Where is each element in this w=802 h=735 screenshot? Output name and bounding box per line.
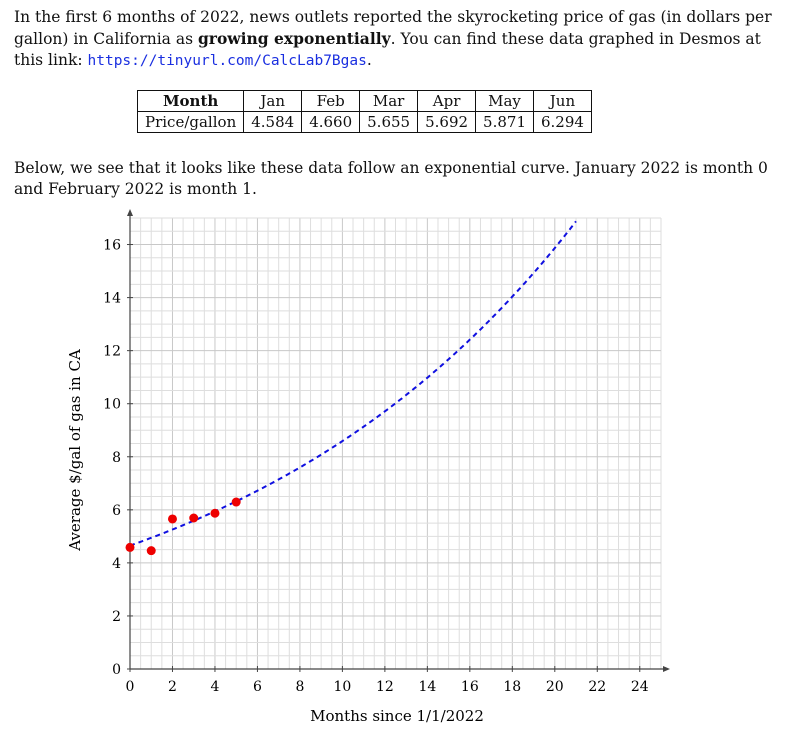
y-tick-label: 16	[103, 238, 121, 254]
gas-price-table: Month Jan Feb Mar Apr May Jun Price/gall…	[136, 90, 592, 133]
x-tick-label: 12	[376, 679, 394, 695]
x-tick-label: 2	[168, 679, 177, 695]
intro-text-2: . You can find these data graphed in Des…	[14, 30, 761, 69]
y-tick-label: 4	[112, 556, 121, 572]
x-tick-label: 18	[503, 679, 521, 695]
intro-paragraph: In the first 6 months of 2022, news outl…	[14, 7, 774, 72]
x-axis-label: Months since 1/1/2022	[310, 707, 484, 725]
data-point	[210, 508, 220, 518]
y-tick-label: 12	[103, 344, 121, 360]
chart-axes	[127, 209, 670, 672]
intro-bold-phrase: growing exponentially	[197, 29, 391, 48]
y-axis-arrow	[127, 209, 133, 216]
description-paragraph: Below, we see that it looks like these d…	[14, 159, 768, 198]
price-cell: 5.871	[475, 111, 534, 133]
y-tick-label: 8	[112, 450, 121, 466]
price-cell: 5.692	[417, 111, 477, 133]
y-tick-label: 0	[112, 662, 121, 678]
exponential-fit-curve	[129, 220, 577, 547]
data-points-group	[125, 497, 241, 556]
x-tick-label: 20	[546, 679, 564, 695]
x-tick-label: 16	[461, 679, 479, 695]
data-point	[146, 546, 156, 556]
price-row: Price/gallon 4.584 4.660 5.655 5.692 5.8…	[136, 111, 592, 133]
x-tick-label: 10	[333, 679, 351, 695]
desmos-link[interactable]: https://tinyurl.com/CalcLab7Bgas	[87, 53, 367, 69]
x-tick-label: 6	[253, 679, 262, 695]
chart-grid	[130, 217, 662, 669]
month-cell: Jan	[243, 90, 303, 112]
month-cell: May	[475, 90, 534, 112]
price-cell: 4.584	[243, 111, 303, 133]
price-cell: 6.294	[533, 111, 592, 133]
y-axis-label: Average $/gal of gas in CA	[66, 349, 84, 552]
data-point	[231, 497, 241, 507]
y-tick-label: 14	[103, 291, 121, 307]
price-header: Price/gallon	[136, 111, 245, 133]
x-axis-arrow	[663, 666, 670, 672]
y-tick-label: 10	[103, 397, 121, 413]
x-tick-label: 24	[631, 679, 649, 695]
x-tick-label: 14	[418, 679, 436, 695]
x-tick-label: 0	[126, 679, 135, 695]
fit-curve-group	[129, 220, 577, 547]
y-tick-label: 6	[112, 503, 121, 519]
x-tick-label: 8	[295, 679, 304, 695]
x-tick-label: 22	[588, 679, 606, 695]
data-point	[189, 513, 199, 523]
price-cell: 5.655	[359, 111, 419, 133]
data-point	[125, 542, 135, 552]
y-tick-label: 2	[112, 609, 121, 625]
intro-text-1: In the first 6 months of 2022, news outl…	[14, 8, 772, 48]
x-tick-label: 4	[210, 679, 219, 695]
intro-text-3: .	[366, 51, 372, 69]
month-cell: Apr	[417, 90, 477, 112]
price-cell: 4.660	[301, 111, 361, 133]
month-cell: Mar	[359, 90, 419, 112]
data-point	[167, 514, 177, 524]
